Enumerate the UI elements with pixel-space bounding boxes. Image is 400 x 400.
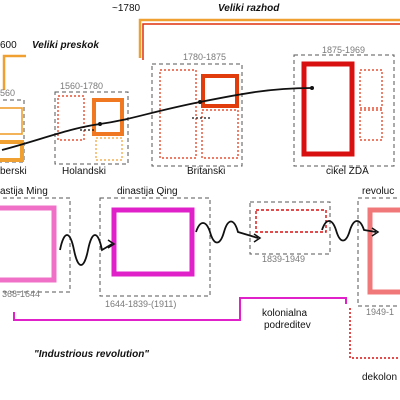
cycle-genoese-peak-box [0,140,24,162]
industrious-revolution-connector [13,297,347,321]
dynasty-ming-label: astija Ming [0,186,48,197]
cycle-british-rise-box [159,69,197,159]
dynasty-qing: dinastija Qing 1644-1839-(1911) [99,186,211,309]
dekolonizacija-connector [349,308,400,359]
cycle-dutch-years: 1560-1780 [60,81,103,91]
colonial-period-years: 1839-1949 [262,254,305,264]
cycle-dutch-peak-box [92,98,124,136]
veliki-razhod-connector [138,18,400,58]
cycle-usa: 1875-1969 cikel ZDA [293,45,395,177]
dynasty-revolution-frame [357,197,400,307]
dynasty-ming-years: 368-1644 [2,289,40,299]
dynasty-qing-box [111,207,195,277]
wave-arrow-colonial-revolution-head [371,227,380,237]
cycle-british: 1780-1875 Britanski [151,52,243,177]
dynasty-qing-years: 1644-1839-(1911) [105,299,176,309]
wave-arrow-qing-colonial-head [253,233,262,243]
date-1780-label: ~1780 [112,3,141,14]
cycle-usa-decline-box-1 [359,69,383,109]
dynasty-revolution-box [367,207,400,295]
wave-arrow-qing-colonial [195,220,259,244]
cycle-british-frame [151,63,243,167]
wave-arrow-colonial-revolution [321,220,377,242]
dynasty-revolution: revoluc 1949-1 [357,186,400,317]
veliki-preskok-label: Veliki preskok [32,40,99,51]
cycle-british-label: Britanski [187,166,225,177]
wave-arrow-ming-qing-head [107,239,116,249]
dynasty-revolution-years: 1949-1 [366,307,394,317]
industrious-revolution-label: "Industrious revolution" [34,349,149,360]
dynasty-qing-label: dinastija Qing [117,186,178,197]
dynasty-qing-frame [99,197,211,297]
cycle-genoese-rise-box [0,107,23,135]
cycle-usa-peak-box [301,61,355,157]
colonial-period: 1839-1949 [249,201,331,264]
veliki-razhod-red-connector [142,23,400,60]
cycle-dutch-frame [54,91,129,165]
cycle-genoese-years: 560 [0,88,15,98]
dynasty-revolution-label: revoluc [362,186,394,197]
upper-cycles-trend-curve [1,87,313,151]
dynasty-ming-frame [0,197,71,293]
cycle-dutch-decline-box [95,137,123,161]
cycle-dutch-rise-box [57,95,85,141]
veliki-razhod-label: Veliki razhod [218,3,280,14]
dynasty-ming: astija Ming 368-1644 [0,186,71,299]
upper-curve-node-british [198,100,202,104]
upper-curve-node-dutch [98,122,102,126]
cycle-usa-decline-box-2 [359,109,383,141]
cycle-usa-years: 1875-1969 [322,45,365,55]
cycle-british-peak-box [201,74,239,108]
veliki-preskok-connector [2,54,26,90]
colonial-period-frame [249,201,331,255]
colonial-period-box [255,209,327,233]
date-1600-label: 600 [0,40,17,51]
cycle-genoese: 560 berski [0,88,27,177]
kolonialna-label: kolonialna [262,308,307,319]
podreditev-label: podreditev [264,320,311,331]
cycle-dutch-label: Holandski [62,166,106,177]
cycle-usa-frame [293,54,395,167]
cycle-usa-label: cikel ZDA [326,166,369,177]
cycle-genoese-label: berski [0,166,27,177]
dekolonizacija-label: dekolon [362,372,397,383]
upper-curve-node-usa [310,86,314,90]
cycle-genoese-frame [0,99,25,163]
cycle-dutch: 1560-1780 Holandski [54,81,129,177]
cycle-british-years: 1780-1875 [183,52,226,62]
wave-arrow-ming-qing [59,234,113,266]
cycle-british-decline-box [201,109,239,159]
dynasty-ming-box [0,205,57,283]
